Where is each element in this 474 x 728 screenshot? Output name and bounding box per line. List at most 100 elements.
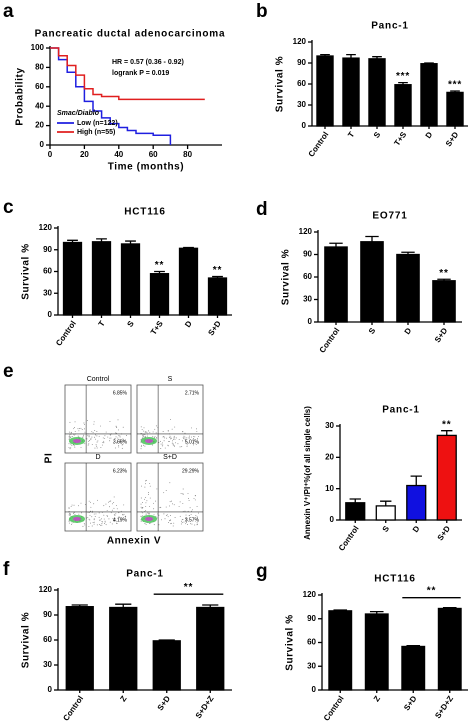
event-dot [93, 436, 95, 438]
panel-letter: e [3, 361, 14, 382]
event-dot [118, 440, 120, 442]
x-tick-label: Control [318, 326, 342, 354]
event-dot [149, 485, 151, 487]
event-dot [196, 517, 198, 519]
event-dot [101, 524, 103, 526]
significance: ** [439, 268, 448, 279]
y-axis-label: Probability [15, 67, 26, 125]
event-dot [96, 447, 98, 449]
event-dot [98, 435, 100, 437]
event-dot [161, 445, 163, 447]
event-dot [104, 521, 106, 523]
event-dot [95, 513, 97, 515]
event-dot [93, 513, 95, 515]
event-dot [68, 510, 70, 512]
event-dot [84, 423, 85, 425]
event-dot [172, 444, 174, 446]
event-dot [88, 518, 90, 520]
event-dot [162, 444, 164, 446]
y-tick-label: 120 [299, 227, 313, 236]
quadrant-value: 4.19% [113, 517, 128, 523]
event-dot [87, 420, 88, 421]
event-dot [162, 436, 164, 438]
event-dot [148, 513, 150, 515]
event-dot [192, 444, 194, 446]
event-dot [195, 515, 197, 517]
event-dot [89, 519, 91, 521]
event-dot [89, 440, 90, 442]
x-tick-label: T+S [149, 319, 165, 337]
event-dot [149, 431, 151, 433]
event-dot [145, 523, 147, 525]
event-dot [121, 519, 123, 521]
event-dot [169, 519, 171, 521]
event-dot [105, 503, 107, 505]
event-dot [152, 444, 153, 446]
event-dot [169, 505, 170, 507]
event-dot [198, 435, 199, 437]
event-dot [193, 498, 195, 499]
bar [328, 610, 353, 691]
event-dot [88, 443, 90, 445]
event-dot [118, 446, 120, 448]
event-dot [183, 438, 185, 440]
event-dot [163, 492, 165, 494]
event-dot [163, 440, 165, 442]
event-dot [159, 507, 161, 509]
event-dot [163, 513, 165, 515]
event-dot [154, 436, 155, 438]
event-dot [162, 442, 163, 444]
event-dot [106, 515, 108, 517]
event-dot [178, 505, 180, 507]
event-dot [140, 448, 142, 450]
event-dot [93, 421, 95, 423]
event-dot [174, 437, 176, 439]
event-dot [182, 502, 184, 504]
y-tick-label: 20 [35, 121, 44, 130]
event-dot [120, 510, 122, 512]
event-dot [109, 421, 111, 422]
event-dot [152, 431, 154, 433]
event-dot [83, 422, 85, 424]
event-dot [91, 510, 93, 512]
event-dot [190, 513, 192, 515]
event-dot [179, 515, 181, 517]
legend-label: High (n=55) [77, 129, 115, 136]
y-axis-label: Survival % [281, 249, 292, 306]
event-dot [172, 440, 173, 442]
y-tick-label: 30 [303, 295, 312, 304]
y-axis-label: Survival % [285, 614, 296, 671]
event-dot [185, 523, 187, 525]
event-dot [142, 434, 144, 436]
significance: *** [396, 71, 410, 82]
event-dot [195, 444, 197, 445]
event-dot [166, 515, 168, 516]
event-dot [87, 435, 89, 437]
event-dot [142, 515, 144, 517]
event-dot [107, 436, 109, 438]
event-dot [109, 500, 111, 502]
event-dot [86, 438, 88, 440]
event-dot [69, 513, 71, 514]
event-dot [92, 432, 94, 433]
event-core [73, 516, 81, 521]
event-dot [71, 436, 73, 438]
panel-letter: g [256, 561, 268, 582]
y-tick-label: 30 [307, 661, 316, 670]
event-dot [186, 445, 188, 447]
y-tick-label: 90 [297, 58, 306, 67]
event-dot [96, 431, 98, 432]
event-dot [74, 446, 76, 448]
event-dot [83, 522, 85, 524]
event-dot [68, 507, 70, 509]
quadrant-value: 6.85% [113, 390, 128, 396]
event-dot [95, 434, 96, 436]
event-dot [70, 506, 72, 507]
x-tick-label: 60 [149, 150, 158, 159]
bar [375, 505, 396, 521]
event-dot [145, 502, 147, 504]
bar [401, 645, 426, 691]
bar [406, 484, 427, 521]
event-dot [168, 441, 170, 443]
event-dot [93, 519, 95, 521]
